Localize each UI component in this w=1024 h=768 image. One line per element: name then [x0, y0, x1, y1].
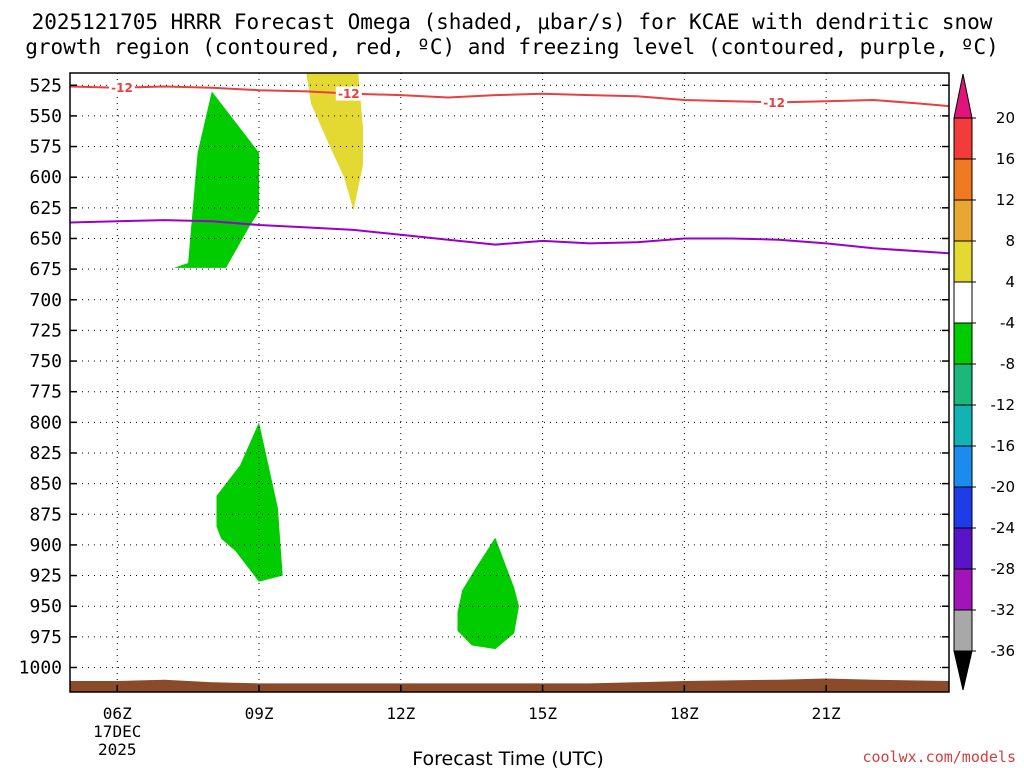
colorbar-label--8: -8: [1000, 355, 1015, 373]
ytick-label-700: 700: [29, 290, 62, 311]
contour-label--12: -12: [763, 96, 785, 110]
shaded-region-2: [306, 73, 363, 211]
shaded-region-3: [216, 422, 283, 582]
x-axis-label: Forecast Time (UTC): [412, 748, 603, 768]
ytick-label-1000: 1000: [19, 657, 62, 678]
ytick-label-800: 800: [29, 412, 62, 433]
ytick-label-950: 950: [29, 596, 62, 617]
tick-labels: 525 550 575 600 625 650 675 700 725 750 775 800 825 8…: [19, 75, 841, 759]
colorbar-segment-12: [953, 199, 973, 242]
colorbar-label-8: 8: [1005, 232, 1015, 250]
xtick-label-06Z: 06Z: [103, 704, 132, 723]
colorbar-label--32: -32: [991, 601, 1016, 619]
colorbar-segment--20: [953, 486, 973, 529]
ytick-label-675: 675: [29, 259, 62, 280]
ytick-label-525: 525: [29, 75, 62, 96]
colorbar-segment-8: [953, 240, 973, 283]
ytick-label-550: 550: [29, 106, 62, 127]
contour-lines: -12 -12 -12: [69, 80, 950, 255]
shaded-region-1: [174, 91, 259, 268]
contour-label-bg: [108, 80, 135, 95]
terrain-surface: [70, 678, 949, 692]
credit-text: coolwx.com/models: [862, 748, 1016, 766]
colorbar-segment-16: [953, 158, 973, 201]
ytick-label-775: 775: [29, 382, 62, 403]
contour-label-bg: [761, 95, 788, 110]
contour-label-bg: [335, 86, 362, 101]
colorbar-label-16: 16: [996, 150, 1015, 168]
colorbar-segment--28: [953, 568, 973, 611]
ytick-label-625: 625: [29, 198, 62, 219]
ytick-label-650: 650: [29, 228, 62, 249]
chart-title-line2: growth region (contoured, red, ºC) and f…: [25, 35, 999, 59]
colorbar-segment--8: [953, 363, 973, 406]
colorbar-label-4: 4: [1005, 273, 1015, 291]
colorbar-segment--24: [953, 527, 973, 570]
contour-label--12: -12: [111, 81, 133, 95]
colorbar-label-12: 12: [996, 191, 1015, 209]
colorbar-label--4: -4: [1000, 314, 1015, 332]
colorbar: 20 16 12 8 4 -4 -8 -12 -16 -20 -24 -28 -32 -36: [953, 73, 1016, 691]
ytick-label-825: 825: [29, 443, 62, 464]
colorbar-label--36: -36: [991, 642, 1016, 660]
axes: [69, 72, 950, 693]
xtick-label-09Z: 09Z: [245, 704, 274, 723]
colorbar-top-arrow: [953, 73, 973, 119]
contour-line--12: [69, 85, 950, 108]
ytick-label-750: 750: [29, 351, 62, 372]
xtick-label-18Z: 18Z: [670, 704, 699, 723]
colorbar-segment--32: [953, 609, 973, 652]
contour-label--12: -12: [338, 87, 360, 101]
ytick-label-600: 600: [29, 167, 62, 188]
colorbar-segment-20: [953, 117, 973, 160]
xtick-label-12Z: 12Z: [386, 704, 415, 723]
ytick-label-575: 575: [29, 137, 62, 158]
ytick-label-725: 725: [29, 320, 62, 341]
xtick-label-15Z: 15Z: [528, 704, 557, 723]
colorbar-label--16: -16: [991, 437, 1016, 455]
plot-frame: [69, 72, 950, 693]
ytick-label-850: 850: [29, 474, 62, 495]
terrain-layer: [70, 678, 949, 692]
contour-line-0: [69, 219, 950, 255]
chart-title-line1: 2025121705 HRRR Forecast Omega (shaded, …: [31, 10, 993, 34]
ytick-label-925: 925: [29, 566, 62, 587]
ytick-label-875: 875: [29, 504, 62, 525]
colorbar-bottom-arrow: [953, 650, 973, 691]
shaded-regions: [174, 73, 519, 650]
colorbar-label--24: -24: [991, 519, 1016, 537]
grid-lines: [70, 73, 949, 692]
colorbar-label--28: -28: [991, 560, 1016, 578]
ytick-label-900: 900: [29, 535, 62, 556]
colorbar-segment--12: [953, 404, 973, 447]
colorbar-label-20: 20: [996, 109, 1015, 127]
colorbar-segment-4: [953, 281, 973, 324]
colorbar-segment--16: [953, 445, 973, 488]
colorbar-segment--4: [953, 322, 973, 365]
shaded-region-4: [457, 537, 519, 650]
xtick-date: 17DEC: [93, 722, 141, 741]
colorbar-label--12: -12: [991, 396, 1016, 414]
xtick-label-21Z: 21Z: [812, 704, 841, 723]
xtick-year: 2025: [98, 740, 137, 759]
ytick-label-975: 975: [29, 627, 62, 648]
colorbar-label--20: -20: [991, 478, 1016, 496]
